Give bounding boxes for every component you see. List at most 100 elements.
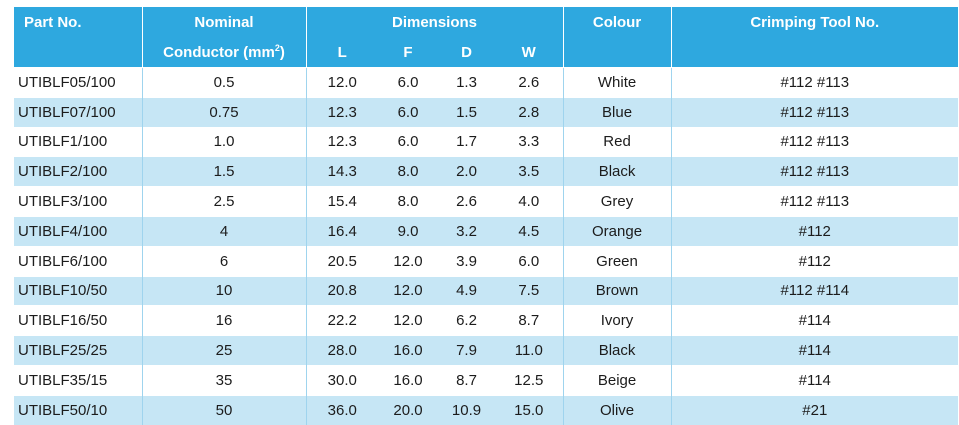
cell-dim-l: 12.3 (306, 126, 378, 157)
cell-dim-f: 16.0 (378, 364, 438, 396)
cell-colour: Brown (563, 275, 672, 306)
cell-colour: Red (563, 126, 672, 157)
cell-part-no: UTIBLF35/15 (14, 364, 143, 396)
cell-colour: Beige (563, 364, 672, 396)
cell-dim-d: 10.9 (438, 394, 495, 425)
cell-dim-l: 22.2 (306, 305, 378, 336)
cell-dim-l: 12.3 (306, 96, 378, 128)
table-row: UTIBLF10/50 10 20.8 12.0 4.9 7.5 Brown #112 #11… (14, 275, 959, 306)
cell-part-no: UTIBLF50/10 (14, 394, 143, 425)
spec-table-container: Part No. Nominal Dimensions Colour Crimp… (14, 7, 959, 425)
cell-nominal: 1.5 (142, 156, 307, 187)
header-row-1: Part No. Nominal Dimensions Colour Crimp… (14, 7, 959, 37)
cell-dim-l: 30.0 (306, 364, 378, 396)
cell-dim-l: 14.3 (306, 156, 378, 187)
header-conductor: Conductor (mm2) (142, 37, 307, 68)
cell-crimping-tool: #112 #113 (671, 67, 959, 98)
cell-nominal: 0.75 (142, 96, 307, 128)
table-row: UTIBLF4/100 4 16.4 9.0 3.2 4.5 Orange #112 (14, 215, 959, 247)
cell-crimping-tool: #114 (671, 364, 959, 396)
cell-dim-d: 1.5 (438, 96, 495, 128)
cell-dim-l: 20.8 (306, 275, 378, 306)
cell-dim-l: 15.4 (306, 186, 378, 217)
cell-crimping-tool: #112 #113 (671, 156, 959, 187)
header-part-no-blank (14, 37, 143, 68)
cell-part-no: UTIBLF2/100 (14, 156, 143, 187)
header-dimensions: Dimensions (306, 7, 564, 37)
header-dim-d: D (438, 37, 495, 68)
cell-nominal: 0.5 (142, 67, 307, 98)
cell-dim-w: 6.0 (495, 245, 564, 277)
cell-dim-d: 1.3 (438, 67, 495, 98)
cell-nominal: 6 (142, 245, 307, 277)
cell-crimping-tool: #112 (671, 245, 959, 277)
cell-crimping-tool: #112 #113 (671, 96, 959, 128)
cell-dim-d: 3.9 (438, 245, 495, 277)
cell-dim-f: 12.0 (378, 305, 438, 336)
cell-dim-f: 16.0 (378, 335, 438, 366)
cell-dim-w: 3.3 (495, 126, 564, 157)
cell-part-no: UTIBLF10/50 (14, 275, 143, 306)
cell-dim-d: 1.7 (438, 126, 495, 157)
header-colour: Colour (563, 7, 672, 37)
cell-dim-f: 12.0 (378, 245, 438, 277)
cell-dim-d: 8.7 (438, 364, 495, 396)
cell-colour: White (563, 67, 672, 98)
spec-table-body: UTIBLF05/100 0.5 12.0 6.0 1.3 2.6 White #112 #1… (14, 67, 959, 425)
cell-part-no: UTIBLF25/25 (14, 335, 143, 366)
header-tool-blank (671, 37, 959, 68)
cell-crimping-tool: #112 #114 (671, 275, 959, 306)
cell-nominal: 50 (142, 394, 307, 425)
table-row: UTIBLF2/100 1.5 14.3 8.0 2.0 3.5 Black #112 #11… (14, 156, 959, 187)
cell-dim-f: 6.0 (378, 67, 438, 98)
cell-crimping-tool: #114 (671, 335, 959, 366)
cell-dim-f: 20.0 (378, 394, 438, 425)
cell-nominal: 25 (142, 335, 307, 366)
cell-colour: Ivory (563, 305, 672, 336)
cell-dim-w: 4.5 (495, 215, 564, 247)
cell-dim-l: 16.4 (306, 215, 378, 247)
table-row: UTIBLF1/100 1.0 12.3 6.0 1.7 3.3 Red #112 #113 (14, 126, 959, 157)
cell-dim-l: 36.0 (306, 394, 378, 425)
cell-dim-f: 8.0 (378, 156, 438, 187)
cell-colour: Black (563, 156, 672, 187)
cell-dim-w: 8.7 (495, 305, 564, 336)
cell-nominal: 10 (142, 275, 307, 306)
cell-crimping-tool: #112 #113 (671, 186, 959, 217)
cell-crimping-tool: #21 (671, 394, 959, 425)
table-row: UTIBLF6/100 6 20.5 12.0 3.9 6.0 Green #112 (14, 245, 959, 277)
cell-part-no: UTIBLF6/100 (14, 245, 143, 277)
table-row: UTIBLF50/10 50 36.0 20.0 10.9 15.0 Olive #21 (14, 394, 959, 425)
cell-part-no: UTIBLF3/100 (14, 186, 143, 217)
table-row: UTIBLF05/100 0.5 12.0 6.0 1.3 2.6 White #112 #1… (14, 67, 959, 98)
cell-dim-f: 9.0 (378, 215, 438, 247)
cell-dim-l: 28.0 (306, 335, 378, 366)
cell-dim-f: 12.0 (378, 275, 438, 306)
header-conductor-sup: 2 (274, 43, 280, 53)
header-dim-f: F (378, 37, 438, 68)
cell-dim-w: 4.0 (495, 186, 564, 217)
header-row-2: Conductor (mm2) L F D W (14, 37, 959, 68)
cell-nominal: 4 (142, 215, 307, 247)
cell-dim-w: 2.6 (495, 67, 564, 98)
cell-dim-d: 6.2 (438, 305, 495, 336)
cell-crimping-tool: #112 #113 (671, 126, 959, 157)
cell-dim-w: 15.0 (495, 394, 564, 425)
cell-dim-w: 12.5 (495, 364, 564, 396)
cell-dim-f: 6.0 (378, 126, 438, 157)
table-row: UTIBLF07/100 0.75 12.3 6.0 1.5 2.8 Blue #112 #1… (14, 96, 959, 128)
header-crimping-tool: Crimping Tool No. (671, 7, 959, 37)
cell-colour: Olive (563, 394, 672, 425)
cell-dim-f: 8.0 (378, 186, 438, 217)
cell-colour: Orange (563, 215, 672, 247)
table-row: UTIBLF35/15 35 30.0 16.0 8.7 12.5 Beige #114 (14, 364, 959, 396)
cell-dim-d: 2.0 (438, 156, 495, 187)
cell-dim-w: 2.8 (495, 96, 564, 128)
cell-colour: Black (563, 335, 672, 366)
cell-dim-l: 12.0 (306, 67, 378, 98)
cell-nominal: 1.0 (142, 126, 307, 157)
cell-nominal: 35 (142, 364, 307, 396)
header-conductor-close: ) (279, 44, 285, 61)
cell-part-no: UTIBLF1/100 (14, 126, 143, 157)
header-dim-l: L (306, 37, 378, 68)
